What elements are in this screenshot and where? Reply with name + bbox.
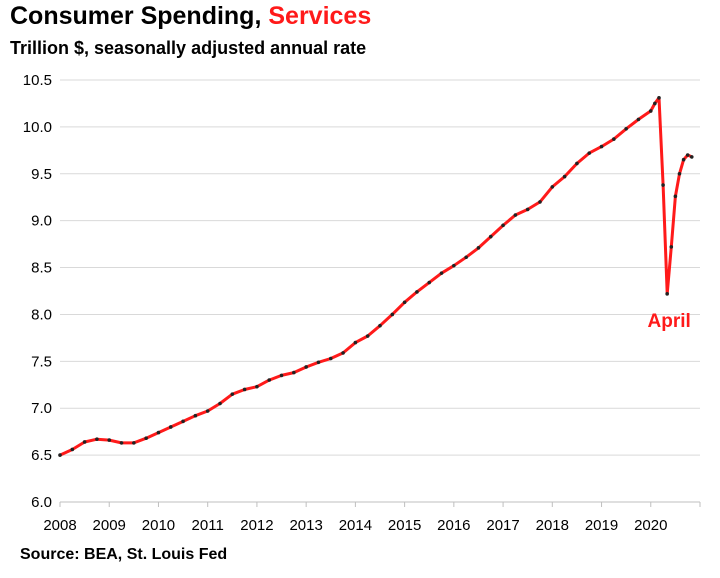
data-point: [107, 438, 112, 442]
x-tick-label: 2013: [289, 517, 322, 534]
y-tick-label: 7.0: [31, 400, 52, 417]
annotation-label: April: [648, 311, 691, 332]
x-tick-label: 2019: [585, 517, 618, 534]
series-line: [58, 96, 694, 457]
data-point: [624, 126, 628, 131]
series-group: [58, 96, 694, 457]
y-tick-label: 6.0: [31, 494, 52, 511]
x-tick-label: 2010: [142, 517, 175, 534]
data-point: [612, 137, 616, 141]
data-point: [82, 440, 87, 444]
data-point: [427, 280, 432, 285]
data-point: [144, 436, 148, 441]
x-tick-label: 2008: [43, 517, 76, 534]
data-point: [685, 153, 690, 157]
chart-subtitle: Trillion $, seasonally adjusted annual r…: [10, 38, 367, 58]
data-point: [292, 370, 296, 375]
x-tick-label: 2018: [536, 517, 569, 534]
gridlines: [60, 79, 700, 503]
data-point: [378, 323, 382, 328]
data-point: [513, 213, 518, 217]
y-tick-label: 7.5: [31, 353, 52, 370]
data-point: [681, 157, 686, 162]
data-point: [677, 171, 682, 176]
x-tick-label: 2017: [486, 517, 519, 534]
x-tick-label: 2014: [339, 517, 372, 534]
source-note: Source: BEA, St. Louis Fed: [20, 546, 228, 563]
data-point: [316, 360, 321, 365]
data-point: [550, 185, 555, 189]
data-point: [279, 373, 284, 378]
x-tick-label: 2020: [634, 517, 667, 534]
data-point: [119, 441, 124, 445]
x-tick-label: 2015: [388, 517, 421, 534]
data-point: [156, 430, 161, 435]
data-point: [242, 387, 247, 392]
y-tick-label: 6.5: [31, 447, 52, 464]
y-tick-label: 8.5: [31, 260, 52, 277]
data-point: [439, 271, 444, 275]
data-point: [193, 413, 198, 418]
data-point: [328, 356, 333, 361]
chart-title-highlight: Services: [268, 2, 372, 30]
data-point: [390, 312, 395, 317]
data-point: [452, 263, 456, 268]
data-point: [255, 384, 259, 389]
data-point: [575, 161, 579, 166]
data-point: [304, 365, 308, 369]
data-point: [58, 453, 62, 457]
x-tick-label: 2009: [93, 517, 126, 534]
annotations: April: [648, 311, 691, 332]
x-tick-label: 2012: [240, 517, 273, 534]
data-point: [415, 290, 419, 294]
x-tick-label: 2011: [192, 517, 224, 534]
data-point: [587, 151, 592, 155]
y-axis-ticks: 6.0 6.5 7.0 7.5 8.0 8.5 9.0 9.5 10.0 10.5: [23, 72, 52, 511]
data-point: [669, 245, 674, 249]
data-point: [657, 96, 661, 100]
chart-title: Consumer Spending, Services: [10, 2, 371, 31]
data-point: [70, 447, 75, 452]
y-tick-label: 10.5: [23, 72, 52, 89]
y-tick-label: 9.5: [31, 166, 52, 183]
data-point: [181, 419, 185, 424]
data-point: [402, 300, 407, 305]
data-point: [661, 183, 665, 187]
chart-title-main: Consumer Spending,: [10, 2, 262, 30]
y-tick-label: 8.0: [31, 306, 52, 323]
data-point: [525, 207, 530, 212]
data-point: [562, 174, 567, 179]
y-tick-label: 10.0: [23, 119, 52, 136]
data-point: [365, 334, 370, 338]
data-point: [636, 117, 641, 122]
data-point: [653, 101, 657, 106]
data-point: [648, 109, 653, 113]
data-point: [132, 441, 136, 445]
data-point: [538, 200, 542, 204]
data-point: [341, 351, 345, 355]
data-point: [168, 425, 173, 429]
data-point: [230, 392, 235, 396]
x-axis-ticks: 2008 2009 2010 2011 2012 2013 2014 2015 2016 2017…: [43, 501, 701, 534]
data-point: [95, 437, 99, 441]
data-point: [599, 144, 604, 149]
data-point: [488, 234, 493, 239]
x-tick-label: 2016: [437, 517, 470, 534]
data-point: [673, 194, 678, 199]
data-point: [464, 255, 468, 260]
data-point: [501, 223, 505, 228]
data-point: [665, 292, 669, 296]
data-point: [689, 155, 694, 159]
data-point: [476, 246, 481, 250]
y-tick-label: 9.0: [31, 213, 52, 230]
data-point: [218, 401, 222, 406]
data-point: [353, 340, 358, 345]
data-point: [205, 409, 210, 413]
data-point: [267, 378, 272, 382]
